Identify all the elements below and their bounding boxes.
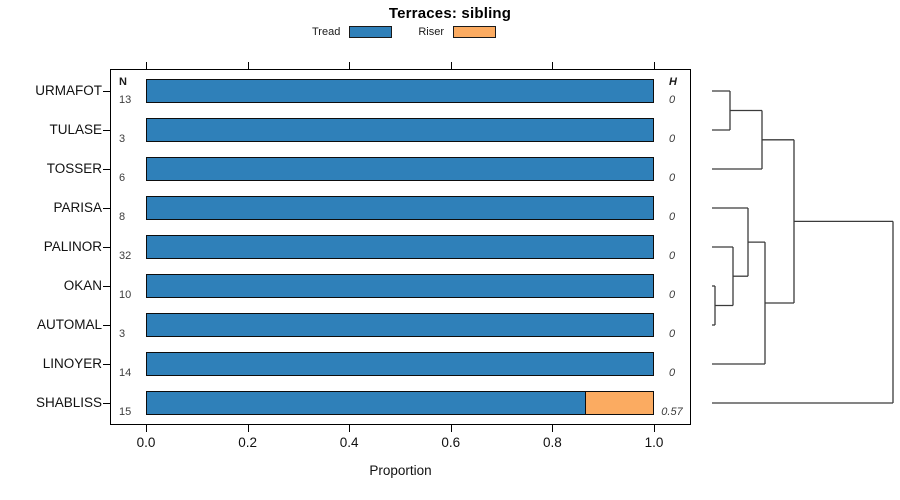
n-count-label: 15 (119, 406, 132, 418)
x-tick-bottom (247, 425, 249, 432)
bar-row (146, 274, 654, 298)
y-tick (103, 403, 110, 404)
h-value-label: 0 (668, 328, 676, 340)
h-value-label: 0 (668, 289, 676, 301)
h-value-label: 0 (668, 211, 676, 223)
bar-segment-tread (146, 118, 654, 142)
bar-segment-tread (146, 79, 654, 103)
legend-swatch-riser-icon (453, 26, 496, 38)
bar-row (146, 196, 654, 220)
y-tick (103, 247, 110, 248)
x-tick-label: 0.4 (339, 435, 359, 450)
x-tick-bottom (450, 425, 452, 432)
n-count-label: 32 (119, 250, 132, 262)
bar-row (146, 313, 654, 337)
x-tick-bottom (552, 425, 554, 432)
x-tick-top (654, 62, 655, 69)
legend: Tread Riser (312, 26, 496, 38)
chart-title: Terraces: sibling (388, 5, 512, 22)
plot-area (110, 69, 691, 425)
bar-row (146, 391, 654, 415)
bar-segment-tread (146, 391, 587, 415)
category-label: PARISA (53, 200, 102, 215)
y-tick (103, 208, 110, 209)
n-count-label: 14 (119, 367, 132, 379)
n-count-label: 10 (119, 289, 132, 301)
bar-row (146, 118, 654, 142)
legend-swatch-tread-icon (349, 26, 393, 38)
bar-segment-tread (146, 235, 654, 259)
n-count-label: 3 (119, 328, 126, 340)
h-value-label: 0 (668, 172, 676, 184)
y-tick (103, 325, 110, 326)
h-value-label: 0 (668, 250, 676, 262)
x-tick-bottom (349, 425, 351, 432)
bar-segment-tread (146, 313, 654, 337)
h-value-label: 0 (668, 367, 676, 379)
bar-segment-tread (146, 196, 654, 220)
h-value-label: 0 (668, 94, 676, 106)
n-count-label: 3 (119, 133, 126, 145)
y-tick (103, 364, 110, 365)
h-value-label: 0.57 (661, 406, 683, 418)
category-label: URMAFOT (35, 83, 102, 98)
x-tick-top (552, 62, 554, 69)
x-tick-label: 0.8 (543, 435, 562, 450)
x-tick-top (450, 62, 452, 69)
x-tick-label: 0.6 (441, 435, 461, 450)
x-tick-top (146, 62, 147, 69)
h-value-label: 0 (668, 133, 676, 145)
x-axis-label: Proportion (369, 463, 432, 478)
x-tick-label: 0.2 (238, 435, 257, 450)
bar-row (146, 352, 654, 376)
category-label: OKAN (63, 278, 102, 293)
x-tick-label: 0.0 (136, 435, 156, 450)
x-tick-bottom (654, 425, 655, 432)
y-tick (103, 286, 110, 287)
legend-label-riser: Riser (418, 26, 444, 38)
category-label: TULASE (49, 122, 102, 137)
x-tick-top (349, 62, 351, 69)
bar-segment-tread (146, 157, 654, 181)
category-label: LINOYER (42, 356, 102, 371)
legend-item-tread: Tread (312, 26, 393, 38)
legend-label-tread: Tread (312, 26, 341, 38)
y-tick (103, 91, 110, 92)
x-tick-bottom (146, 425, 147, 432)
bar-segment-tread (146, 352, 654, 376)
category-label: PALINOR (43, 239, 102, 254)
bar-row (146, 235, 654, 259)
y-tick (103, 130, 110, 131)
n-count-label: 6 (119, 172, 126, 184)
n-column-header: N (119, 76, 127, 88)
x-tick-label: 1.0 (644, 435, 664, 450)
bar-segment-riser (584, 391, 654, 415)
bar-row (146, 157, 654, 181)
h-column-header: H (669, 76, 677, 88)
category-label: AUTOMAL (36, 317, 102, 332)
n-count-label: 8 (119, 211, 126, 223)
bar-row (146, 79, 654, 103)
n-count-label: 13 (119, 94, 132, 106)
legend-item-riser: Riser (418, 26, 496, 38)
y-tick (103, 169, 110, 170)
x-tick-top (247, 62, 249, 69)
bar-segment-tread (146, 274, 654, 298)
category-label: TOSSER (46, 161, 102, 176)
category-label: SHABLISS (35, 395, 102, 410)
